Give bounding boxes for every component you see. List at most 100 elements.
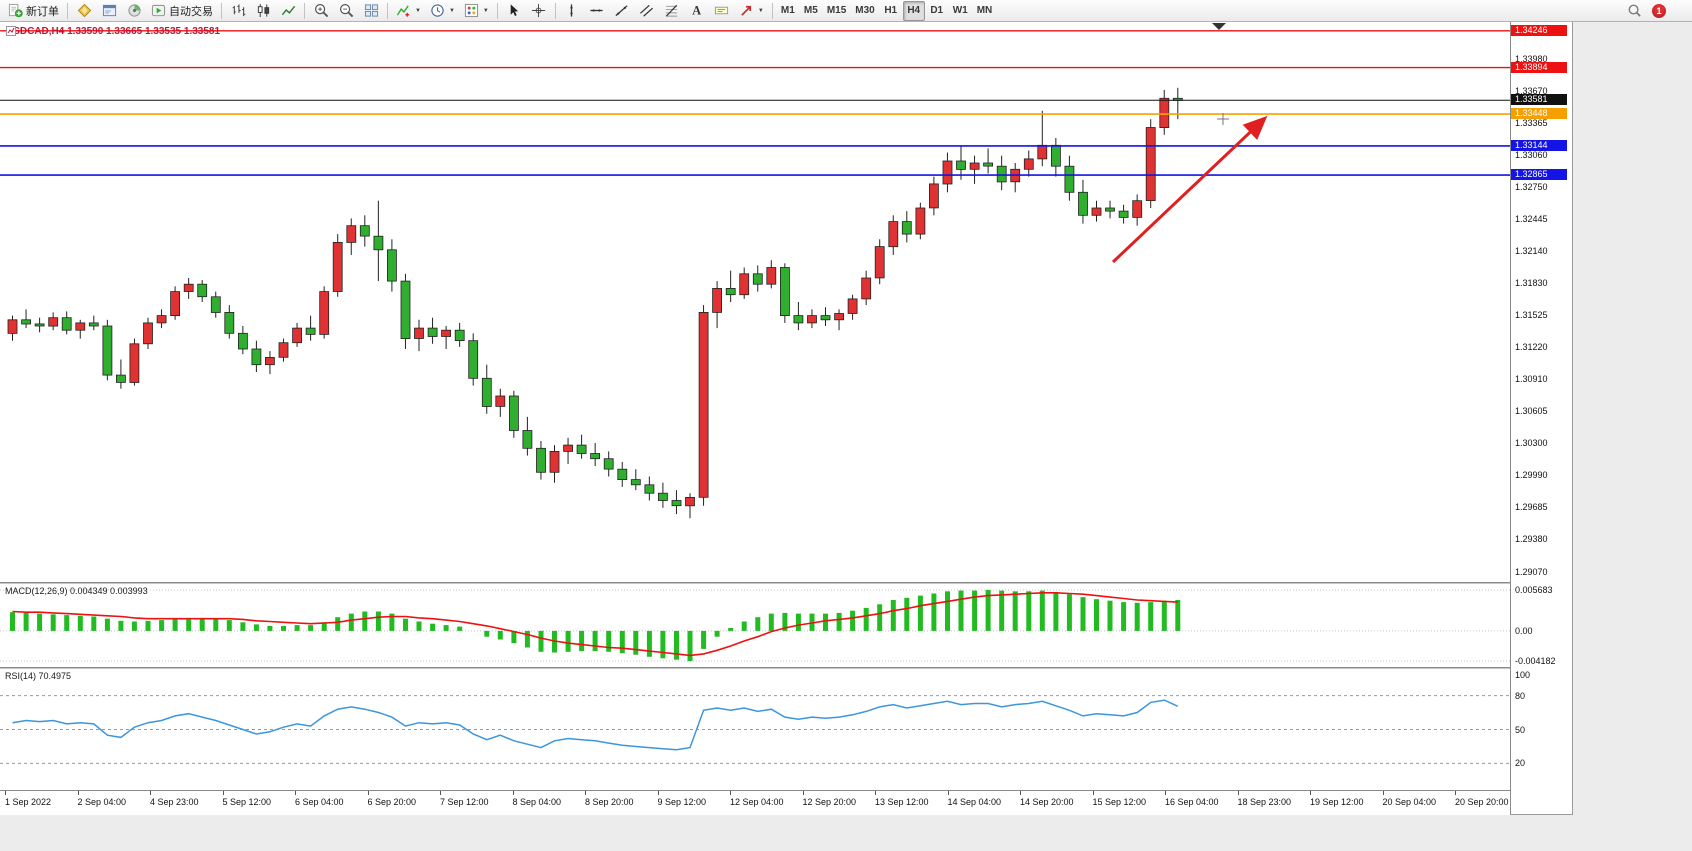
- candle: [861, 277, 872, 300]
- terminal-icon: [102, 4, 116, 17]
- line-chart-button[interactable]: [276, 1, 300, 21]
- candle: [88, 322, 99, 327]
- dropdown-caret-icon: ▼: [482, 7, 489, 14]
- time-label: 16 Sep 04:00: [1165, 797, 1219, 807]
- text-icon: A: [693, 4, 702, 18]
- rsi-chart[interactable]: [0, 669, 1510, 790]
- price-scale-tick: 1.32140: [1515, 245, 1548, 256]
- timeframe-d1-button[interactable]: D1: [926, 1, 948, 21]
- candle: [21, 319, 32, 325]
- time-label: 12 Sep 20:00: [802, 797, 857, 807]
- horizontal-line-button[interactable]: [585, 1, 609, 21]
- candle: [888, 221, 899, 248]
- new-order-button[interactable]: 新订单: [4, 1, 63, 21]
- price-scale-tick: 1.31220: [1515, 341, 1548, 352]
- zoom-out-button[interactable]: [334, 1, 358, 21]
- timeframe-mn-button[interactable]: MN: [973, 1, 997, 21]
- candle: [346, 225, 357, 243]
- pane-splitter[interactable]: [0, 582, 1572, 584]
- cursor-button[interactable]: [502, 1, 526, 21]
- text-button[interactable]: A: [685, 1, 709, 21]
- templates-button[interactable]: ▼: [460, 1, 493, 21]
- trendline-button[interactable]: [610, 1, 634, 21]
- vertical-line-icon: [570, 4, 573, 17]
- rsi-line: [12, 699, 1179, 751]
- candle: [264, 356, 275, 366]
- metaeditor-button[interactable]: [72, 1, 96, 21]
- rsi-label: RSI(14) 70.4975: [5, 671, 72, 681]
- macd-pane[interactable]: MACD(12,26,9) 0.004349 0.003993: [0, 584, 1510, 667]
- candle: [603, 458, 614, 470]
- timeframe-m1-button[interactable]: M1: [777, 1, 799, 21]
- candle: [116, 374, 126, 383]
- crosshair-button[interactable]: [527, 1, 551, 21]
- candle: [156, 315, 167, 324]
- price-scale-tick: 1.29070: [1515, 566, 1548, 577]
- autotrading-button[interactable]: 自动交易: [147, 1, 217, 21]
- candle: [427, 327, 438, 337]
- price-scale-tick: 1.29685: [1515, 502, 1548, 513]
- candle: [617, 468, 628, 481]
- candle: [441, 329, 452, 337]
- periods-button[interactable]: ▼: [426, 1, 459, 21]
- candle: [373, 235, 384, 251]
- candle: [752, 273, 763, 285]
- time-label: 9 Sep 12:00: [657, 797, 707, 807]
- search-icon[interactable]: [1627, 3, 1642, 18]
- timeframe-m15-button[interactable]: M15: [823, 1, 850, 21]
- candle: [481, 377, 492, 407]
- candle: [1051, 144, 1061, 167]
- fibonacci-button[interactable]: [660, 1, 684, 21]
- timeframe-h1-button[interactable]: H1: [880, 1, 902, 21]
- price-scale[interactable]: 1.33980 1.33670 1.33365 1.33060 1.32750 1.324…: [1510, 22, 1572, 814]
- bar-chart-icon: [232, 4, 245, 17]
- main-chart-pane[interactable]: USDCAD,H4 1.33590 1.33665 1.33535 1.3358…: [0, 22, 1510, 582]
- toolbar-separator: [67, 2, 68, 19]
- pane-splitter[interactable]: [0, 667, 1572, 669]
- candle: [685, 496, 695, 507]
- price-scale-tick: 1.32445: [1515, 213, 1548, 224]
- candlestick-chart-button[interactable]: [251, 1, 275, 21]
- time-label: 19 Sep 12:00: [1310, 797, 1364, 807]
- time-axis[interactable]: 1 Sep 2022 2 Sep 04:00 4 Sep 23:00 5 Sep 12…: [0, 790, 1510, 815]
- candle: [956, 160, 966, 170]
- clock-icon: [431, 4, 444, 17]
- timeframe-w1-button[interactable]: W1: [949, 1, 972, 21]
- timeframe-m30-button[interactable]: M30: [851, 1, 878, 21]
- rsi-pane[interactable]: RSI(14) 70.4975: [0, 669, 1510, 790]
- time-label: 8 Sep 20:00: [585, 797, 634, 807]
- price-scale-tick: 1.31525: [1515, 310, 1548, 321]
- text-label-button[interactable]: [710, 1, 734, 21]
- candle: [658, 492, 668, 501]
- bar-chart-button[interactable]: [226, 1, 250, 21]
- candlestick-chart[interactable]: [0, 22, 1510, 582]
- timeframe-h4-button[interactable]: H4: [902, 0, 925, 21]
- indicators-button[interactable]: ▼: [392, 1, 425, 21]
- tile-windows-button[interactable]: [359, 1, 383, 21]
- strategy-tester-button[interactable]: [122, 1, 146, 21]
- line-chart-icon: [281, 5, 295, 16]
- time-tick: [77, 791, 79, 795]
- toolbar-separator: [221, 2, 222, 19]
- terminal-button[interactable]: [97, 1, 121, 21]
- chart-shift-marker[interactable]: [1212, 23, 1226, 30]
- trend-arrow-annotation[interactable]: [1111, 115, 1268, 264]
- macd-signal-line: [12, 592, 1178, 657]
- candle: [1105, 207, 1115, 212]
- timeframe-m5-button[interactable]: M5: [800, 1, 822, 21]
- time-tick: [5, 791, 6, 795]
- arrows-tool-button[interactable]: ▼: [735, 1, 768, 21]
- zoom-in-button[interactable]: [309, 1, 333, 21]
- chart-title: USDCAD,H4 1.33590 1.33665 1.33535 1.3358…: [6, 26, 220, 37]
- macd-chart[interactable]: [0, 584, 1510, 667]
- candle: [969, 162, 980, 170]
- candle: [143, 322, 153, 345]
- notification-badge[interactable]: 1: [1652, 3, 1666, 18]
- time-label: 8 Sep 04:00: [512, 797, 562, 807]
- equidistant-channel-button[interactable]: [635, 1, 659, 21]
- candle: [915, 207, 926, 235]
- vertical-line-button[interactable]: [560, 1, 584, 21]
- candle: [1037, 144, 1048, 160]
- price-tag: 1.33144: [1511, 139, 1567, 151]
- candle: [712, 287, 722, 313]
